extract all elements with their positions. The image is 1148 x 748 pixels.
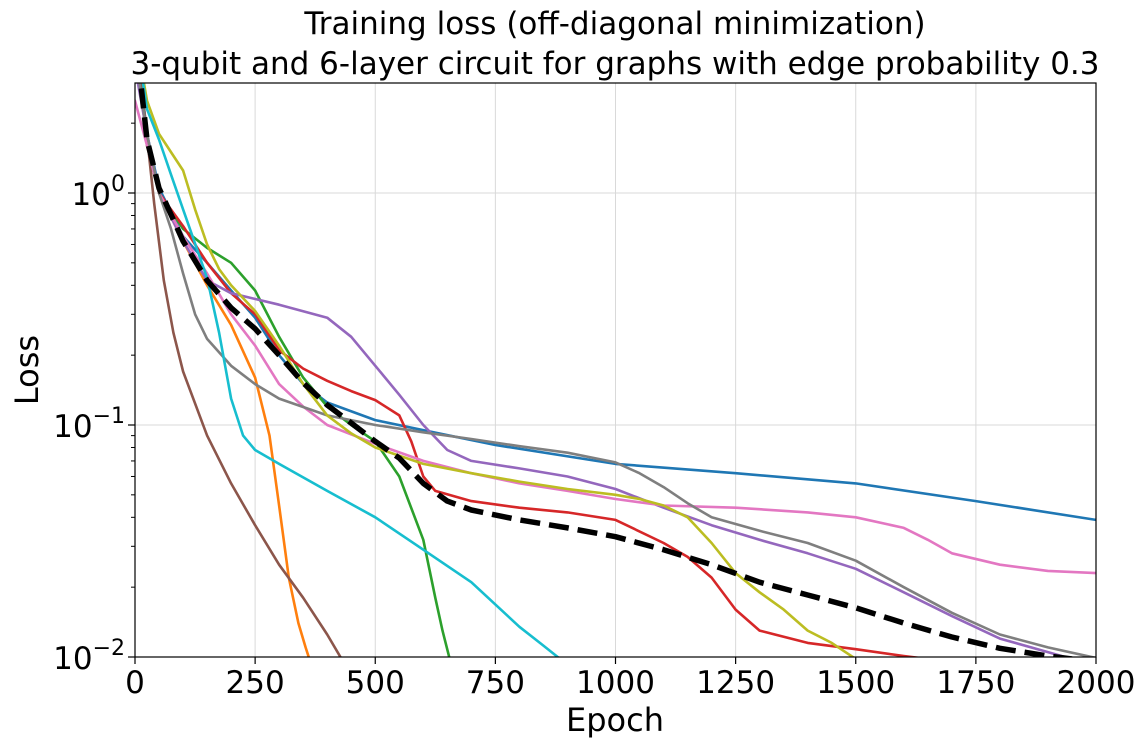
y-tick-exponent: −1 bbox=[93, 404, 125, 429]
y-tick-base: 10 bbox=[53, 409, 92, 445]
series-line-run-brown bbox=[139, 83, 342, 657]
x-tick-label: 1500 bbox=[816, 665, 895, 701]
series-line-run-green bbox=[139, 83, 451, 657]
grid bbox=[134, 83, 1097, 657]
x-tick-label: 1000 bbox=[576, 665, 655, 701]
y-axis-label: Loss bbox=[8, 335, 46, 405]
series-line-run-purple bbox=[136, 83, 1070, 657]
x-tick-label: 1250 bbox=[696, 665, 775, 701]
x-axis-label: Epoch bbox=[566, 701, 664, 739]
y-tick-label: 10−1 bbox=[53, 404, 125, 445]
x-tick-label: 2000 bbox=[1057, 665, 1136, 701]
x-axis: 0 250 500 750 1000 1250 1500 1750 2000 bbox=[125, 657, 1135, 701]
y-tick-label: 10−2 bbox=[53, 636, 125, 677]
chart-title-line-1: Training loss (off-diagonal minimization… bbox=[303, 6, 925, 42]
x-tick-label: 750 bbox=[466, 665, 525, 701]
x-tick-label: 500 bbox=[346, 665, 405, 701]
series-line-run-gray bbox=[138, 83, 1096, 657]
y-tick-base: 10 bbox=[53, 641, 92, 677]
series-line-mean bbox=[137, 83, 1073, 657]
series-line-run-cyan bbox=[141, 83, 560, 657]
x-tick-label: 250 bbox=[226, 665, 285, 701]
x-tick-label: 1750 bbox=[936, 665, 1015, 701]
series-layer bbox=[135, 83, 1096, 657]
y-tick-exponent: −2 bbox=[93, 636, 125, 661]
x-tick-label: 0 bbox=[125, 665, 145, 701]
y-tick-label: 100 bbox=[72, 172, 125, 213]
chart-title-line-2: 3-qubit and 6-layer circuit for graphs w… bbox=[130, 46, 1099, 82]
y-tick-base: 10 bbox=[72, 177, 111, 213]
series-line-run-red bbox=[139, 83, 923, 657]
y-tick-exponent: 0 bbox=[111, 172, 125, 197]
